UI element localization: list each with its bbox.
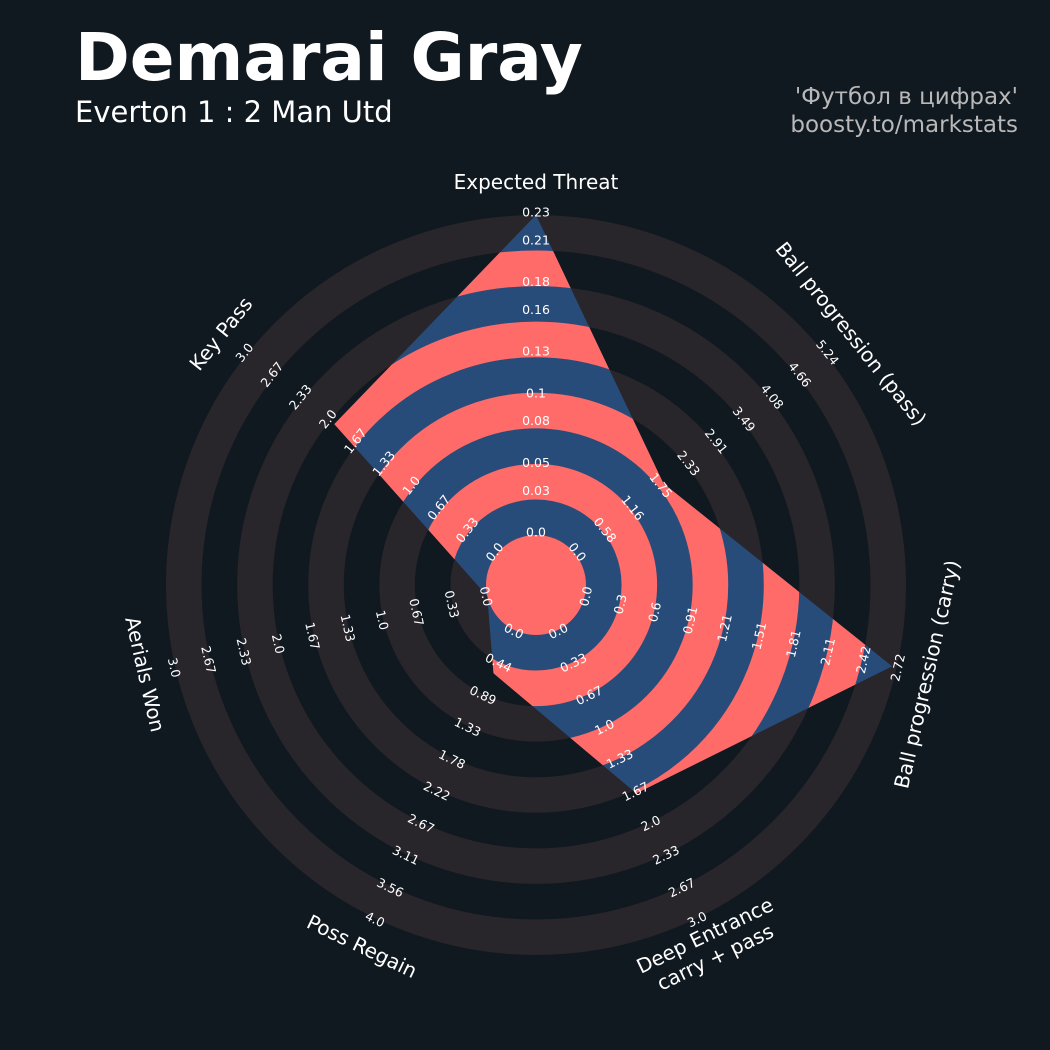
tick-label: 0.0 [477,585,496,608]
ring-highlight [486,535,586,635]
tick-label: 0.0 [526,525,546,540]
tick-label: 1.21 [714,613,735,643]
chart-title: Demarai Gray [75,19,583,96]
tick-label: 1.67 [302,621,323,651]
tick-label: 2.0 [269,632,288,655]
tick-label: 1.0 [373,609,392,632]
tick-label: 2.42 [853,644,874,674]
tick-label: 0.23 [522,205,550,220]
axis-label: Expected Threat [454,170,619,194]
tick-label: 0.18 [522,274,550,289]
tick-label: 0.33 [442,589,463,619]
tick-label: 0.67 [406,597,427,627]
tick-label: 0.0 [576,585,595,608]
credit: 'Футбол в цифрах' [795,84,1018,110]
tick-label: 0.13 [522,344,550,359]
tick-label: 1.33 [338,613,359,643]
tick-label: 0.91 [680,605,701,635]
tick-label: 0.08 [522,413,550,428]
ring-highlight [334,321,800,794]
tick-label: 2.33 [234,636,255,666]
tick-label: 3.0 [165,656,184,679]
tick-label: 1.81 [783,628,804,658]
tick-label: 0.6 [645,601,664,624]
tick-label: 1.51 [749,621,770,651]
tick-label: 0.21 [522,232,550,247]
tick-label: 0.05 [522,455,550,470]
tick-label: 0.1 [526,385,546,400]
tick-label: 0.16 [522,302,550,317]
tick-label: 2.72 [887,652,908,682]
credit: boosty.to/markstats [790,112,1018,138]
tick-label: 2.67 [198,644,219,674]
chart-subtitle: Everton 1 : 2 Man Utd [75,95,393,129]
tick-label: 0.3 [611,593,630,616]
tick-label: 0.03 [522,483,550,498]
tick-label: 2.11 [817,636,838,666]
